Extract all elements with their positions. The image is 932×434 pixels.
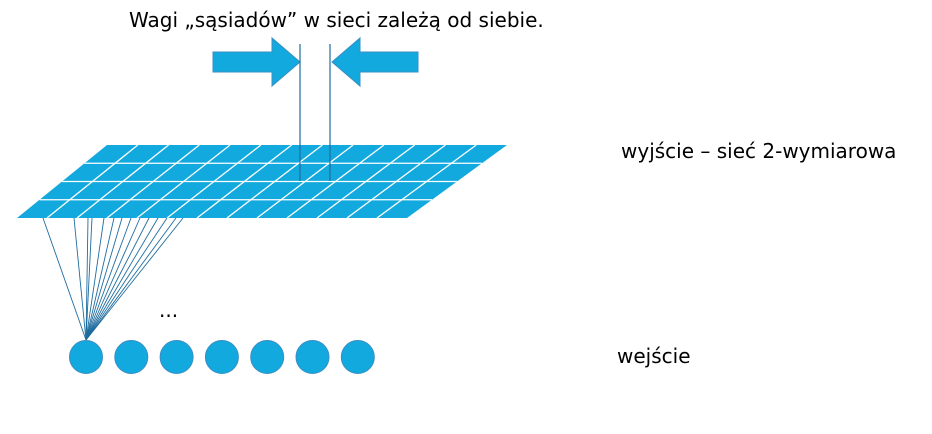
- input-node: [340, 340, 375, 374]
- connection-line: [85, 217, 115, 341]
- connection-line: [85, 217, 177, 341]
- input-nodes: [69, 340, 375, 374]
- input-node: [114, 340, 149, 374]
- grid-col-line: [106, 144, 200, 219]
- grid-col-line: [196, 144, 293, 219]
- input-node: [250, 340, 285, 374]
- grid-col-line: [226, 144, 323, 219]
- connection-line: [85, 217, 184, 341]
- grid-col-line: [376, 144, 477, 219]
- connection-line: [85, 217, 89, 341]
- connection-line: [73, 217, 87, 341]
- grid-col-line: [286, 144, 385, 219]
- grid-col-line: [316, 144, 416, 219]
- connection-line: [85, 217, 150, 341]
- grid-col-line: [46, 144, 139, 219]
- connection-line: [85, 217, 168, 341]
- connection-line: [85, 217, 141, 341]
- input-node: [159, 340, 194, 374]
- grid-col-line: [256, 144, 354, 219]
- input-node: [295, 340, 330, 374]
- connections: [42, 217, 184, 341]
- arrow-left-icon: [331, 36, 419, 88]
- connection-line: [85, 217, 93, 341]
- connection-line: [42, 217, 87, 341]
- arrow-right-icon: [212, 36, 301, 88]
- input-layer-label: wejście: [617, 344, 691, 368]
- connection-line: [85, 217, 123, 341]
- grid-col-line: [346, 144, 446, 219]
- connection-line: [85, 217, 132, 341]
- grid-col-line: [136, 144, 231, 219]
- ellipsis: ...: [159, 298, 179, 322]
- connection-line: [85, 217, 159, 341]
- diagram-title: Wagi „sąsiadów” w sieci zależą od siebie…: [129, 8, 544, 32]
- output-layer-label: wyjście – sieć 2-wymiarowa: [621, 139, 897, 163]
- input-node: [69, 340, 103, 374]
- input-node: [204, 340, 239, 374]
- output-grid: [17, 144, 507, 219]
- connection-line: [85, 217, 105, 341]
- grid-col-line: [76, 144, 169, 219]
- grid-col-line: [166, 144, 262, 219]
